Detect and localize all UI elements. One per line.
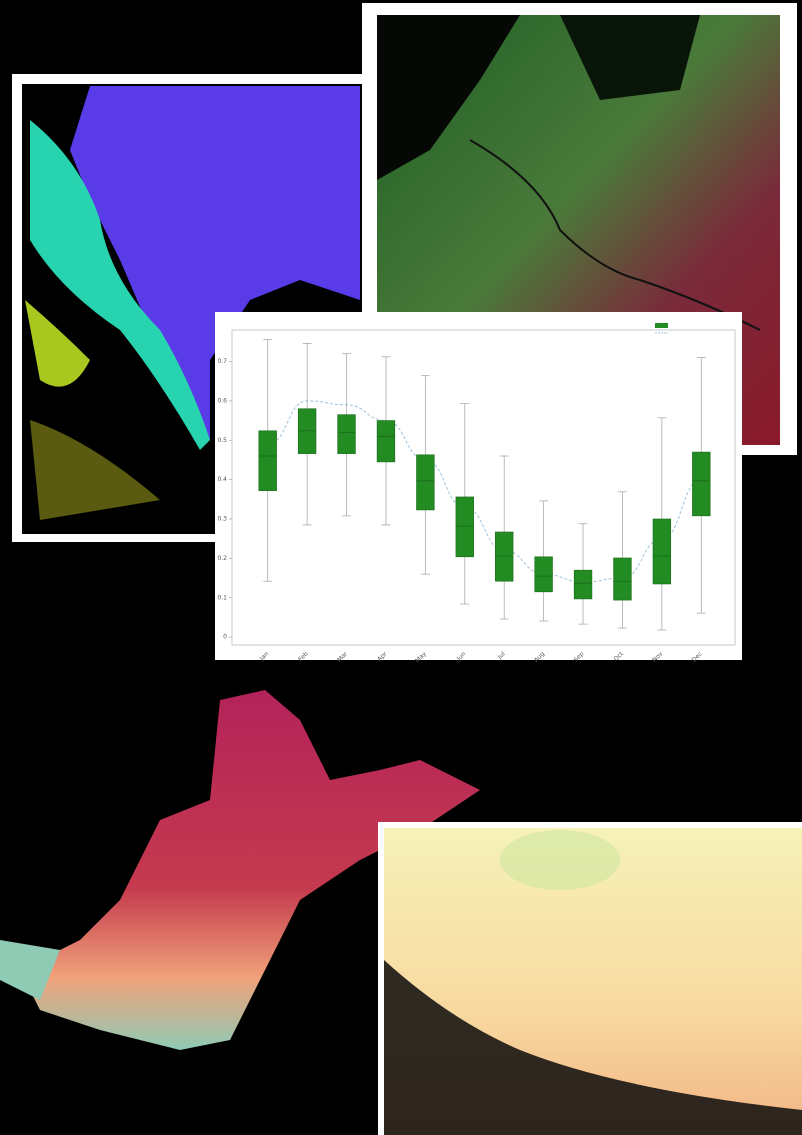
- chart-background: [215, 312, 742, 660]
- collage: 00.10.20.30.40.50.60.7JanFebMarAprMayJun…: [0, 0, 802, 1135]
- y-tick-label: 0.7: [217, 358, 227, 365]
- box: [535, 557, 553, 592]
- y-tick-label: 0.1: [217, 594, 227, 601]
- box: [692, 452, 710, 516]
- y-tick-label: 0.2: [217, 555, 227, 562]
- image-temperature-map: [378, 822, 802, 1135]
- y-tick-label: 0.6: [217, 397, 227, 404]
- y-tick-label: 0: [223, 634, 227, 641]
- box: [456, 497, 474, 557]
- box: [377, 421, 395, 462]
- collage-canvas: 00.10.20.30.40.50.60.7JanFebMarAprMayJun…: [0, 0, 802, 1135]
- box: [417, 455, 435, 510]
- y-tick-label: 0.3: [217, 516, 227, 523]
- y-tick-label: 0.4: [217, 476, 227, 483]
- box: [653, 519, 671, 584]
- box: [574, 570, 592, 599]
- box: [259, 431, 277, 491]
- y-tick-label: 0.5: [217, 437, 227, 444]
- box: [495, 532, 513, 581]
- box: [338, 415, 356, 454]
- box: [614, 558, 632, 600]
